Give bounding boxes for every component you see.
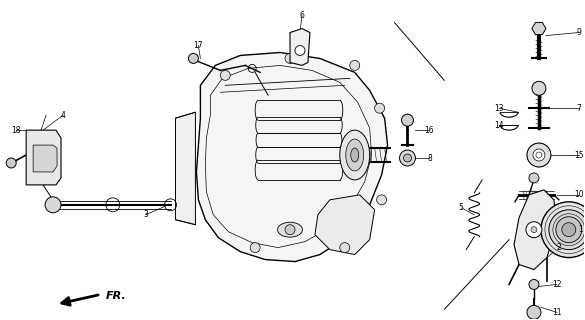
Circle shape	[533, 149, 545, 161]
Text: 7: 7	[576, 104, 581, 113]
Text: 9: 9	[576, 28, 581, 37]
Circle shape	[556, 217, 581, 243]
Text: 18: 18	[12, 126, 21, 135]
Text: 4: 4	[61, 111, 66, 120]
Circle shape	[45, 197, 61, 213]
Ellipse shape	[277, 222, 302, 237]
Circle shape	[527, 305, 541, 319]
Text: 16: 16	[425, 126, 434, 135]
Circle shape	[541, 202, 585, 258]
Circle shape	[350, 60, 360, 70]
Polygon shape	[290, 28, 310, 65]
Circle shape	[400, 150, 415, 166]
Circle shape	[340, 243, 350, 252]
Circle shape	[529, 173, 539, 183]
Circle shape	[531, 227, 537, 233]
Circle shape	[562, 223, 576, 237]
Circle shape	[529, 279, 539, 289]
Polygon shape	[197, 52, 388, 261]
Text: 10: 10	[574, 190, 584, 199]
Circle shape	[250, 243, 260, 252]
Text: 17: 17	[194, 41, 203, 50]
Ellipse shape	[351, 148, 359, 162]
Text: 14: 14	[494, 121, 504, 130]
Text: 13: 13	[494, 104, 504, 113]
Circle shape	[377, 195, 387, 205]
Text: 8: 8	[427, 154, 432, 163]
Circle shape	[221, 70, 230, 80]
Circle shape	[549, 210, 585, 250]
Ellipse shape	[346, 139, 364, 171]
Ellipse shape	[340, 130, 370, 180]
Circle shape	[526, 222, 542, 238]
Circle shape	[401, 114, 414, 126]
Text: 15: 15	[574, 150, 584, 160]
Circle shape	[6, 158, 16, 168]
Text: FR.: FR.	[106, 292, 126, 301]
Circle shape	[404, 154, 411, 162]
Polygon shape	[33, 145, 57, 172]
Circle shape	[527, 143, 551, 167]
Circle shape	[532, 81, 546, 95]
Circle shape	[188, 53, 198, 63]
Text: 1: 1	[579, 225, 583, 234]
Circle shape	[295, 45, 305, 55]
Circle shape	[285, 225, 295, 235]
Text: 3: 3	[143, 210, 148, 219]
Polygon shape	[532, 22, 546, 35]
Polygon shape	[26, 130, 61, 185]
Text: 5: 5	[459, 203, 464, 212]
Polygon shape	[514, 190, 557, 269]
Polygon shape	[176, 112, 195, 225]
Text: 2: 2	[556, 243, 561, 252]
Circle shape	[285, 53, 295, 63]
Text: 11: 11	[552, 308, 562, 317]
Text: 12: 12	[552, 280, 562, 289]
Polygon shape	[315, 195, 374, 255]
Text: 6: 6	[300, 11, 304, 20]
Circle shape	[374, 103, 384, 113]
